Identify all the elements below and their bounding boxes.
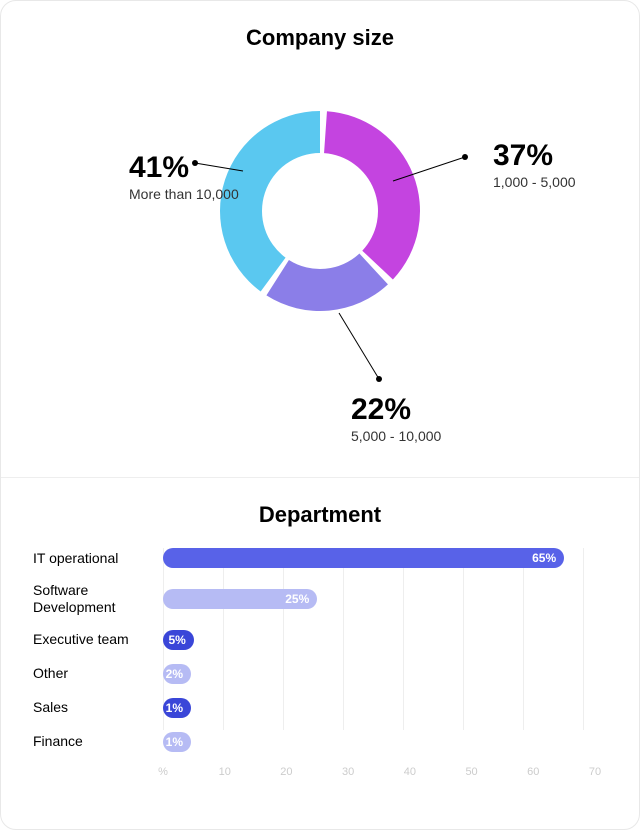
- axis-tick: 70: [589, 766, 601, 778]
- bar-chart: IT operational 65% Software Development 25%…: [33, 540, 607, 784]
- bar-row: Executive team 5%: [33, 630, 595, 650]
- callout-label: 1,000 - 5,000: [493, 174, 576, 190]
- department-title: Department: [33, 502, 607, 528]
- bar-value: 1%: [166, 735, 183, 749]
- bar-fill: 65%: [163, 548, 564, 568]
- bar-label: Finance: [33, 733, 163, 750]
- donut-slice: [324, 111, 420, 279]
- axis-tick: 40: [404, 766, 416, 778]
- bar-axis: %10203040506070: [163, 766, 595, 784]
- bar-row: Sales1%: [33, 698, 595, 718]
- bar-fill: 1%: [163, 698, 191, 718]
- bar-track: 65%: [163, 548, 595, 568]
- bar-row: Other2%: [33, 664, 595, 684]
- company-size-title: Company size: [33, 25, 607, 51]
- callout-label: More than 10,000: [129, 186, 239, 202]
- axis-tick: 10: [219, 766, 231, 778]
- bar-label: IT operational: [33, 550, 163, 567]
- bar-value: 65%: [532, 551, 556, 565]
- axis-tick: 30: [342, 766, 354, 778]
- leader-dot: [462, 154, 468, 160]
- bar-value: 2%: [166, 667, 183, 681]
- bar-fill: 1%: [163, 732, 191, 752]
- axis-tick: 20: [280, 766, 292, 778]
- callout-pct: 41%: [129, 151, 239, 184]
- callout-more-10000: 41% More than 10,000: [129, 151, 239, 202]
- bar-row: Finance1%: [33, 732, 595, 752]
- card: Company size 37% 1,000 - 5,000 22% 5,000…: [0, 0, 640, 830]
- axis-tick: 60: [527, 766, 539, 778]
- bar-label: Executive team: [33, 631, 163, 648]
- bar-track: 2%: [163, 664, 595, 684]
- donut-chart: 37% 1,000 - 5,000 22% 5,000 - 10,000 41%…: [33, 63, 607, 453]
- department-section: Department IT operational 65% Software Dev…: [1, 478, 639, 808]
- callout-label: 5,000 - 10,000: [351, 428, 441, 444]
- leader-line: [339, 313, 379, 379]
- leader-dot: [376, 376, 382, 382]
- callout-pct: 37%: [493, 139, 576, 172]
- bar-fill: 2%: [163, 664, 191, 684]
- bar-row: Software Development 25%: [33, 582, 595, 616]
- callout-1000-5000: 37% 1,000 - 5,000: [493, 139, 576, 190]
- bar-row: IT operational 65%: [33, 548, 595, 568]
- axis-tick: %: [158, 766, 168, 778]
- bar-track: 25%: [163, 589, 595, 609]
- bar-label: Other: [33, 665, 163, 682]
- bar-track: 1%: [163, 698, 595, 718]
- axis-tick: 50: [465, 766, 477, 778]
- donut-svg: [210, 101, 430, 321]
- bars-area: IT operational 65% Software Development 25%…: [33, 548, 595, 752]
- bar-track: 5%: [163, 630, 595, 650]
- bar-track: 1%: [163, 732, 595, 752]
- bar-value: 5%: [169, 633, 186, 647]
- bar-label: Software Development: [33, 582, 163, 616]
- bar-value: 25%: [285, 592, 309, 606]
- callout-pct: 22%: [351, 393, 441, 426]
- bar-fill: 5%: [163, 630, 194, 650]
- company-size-section: Company size 37% 1,000 - 5,000 22% 5,000…: [1, 1, 639, 477]
- bar-label: Sales: [33, 699, 163, 716]
- donut-slice: [266, 254, 388, 311]
- callout-5000-10000: 22% 5,000 - 10,000: [351, 393, 441, 444]
- bar-value: 1%: [166, 701, 183, 715]
- bar-fill: 25%: [163, 589, 317, 609]
